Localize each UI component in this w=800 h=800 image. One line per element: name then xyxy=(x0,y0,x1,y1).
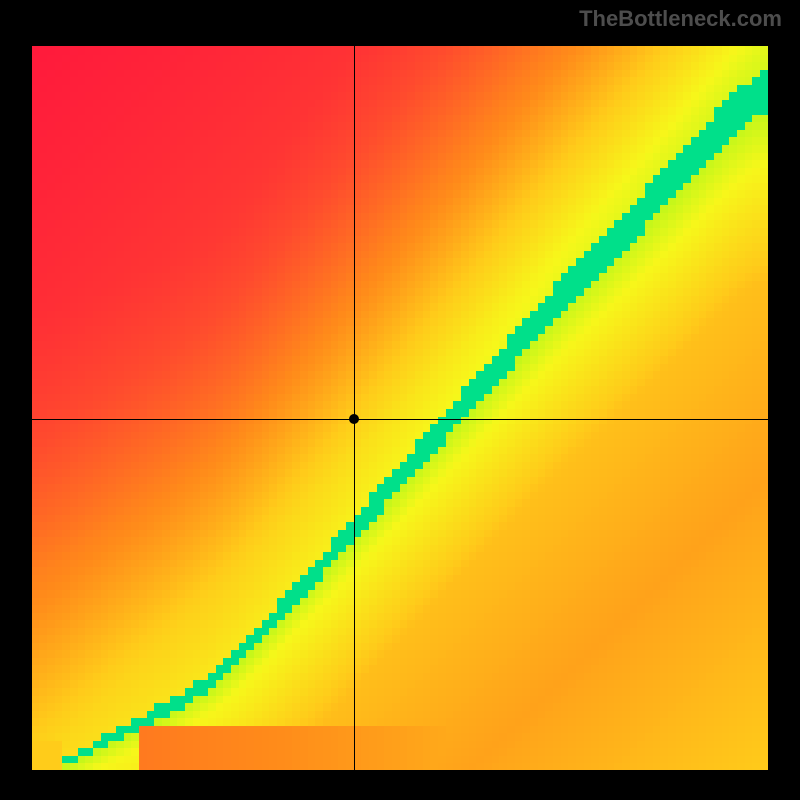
crosshair-horizontal xyxy=(32,419,768,420)
bottleneck-heatmap xyxy=(32,46,768,770)
selected-point-marker xyxy=(349,414,359,424)
watermark-text: TheBottleneck.com xyxy=(579,6,782,32)
heatmap-plot-area xyxy=(32,46,768,770)
crosshair-vertical xyxy=(354,46,355,770)
